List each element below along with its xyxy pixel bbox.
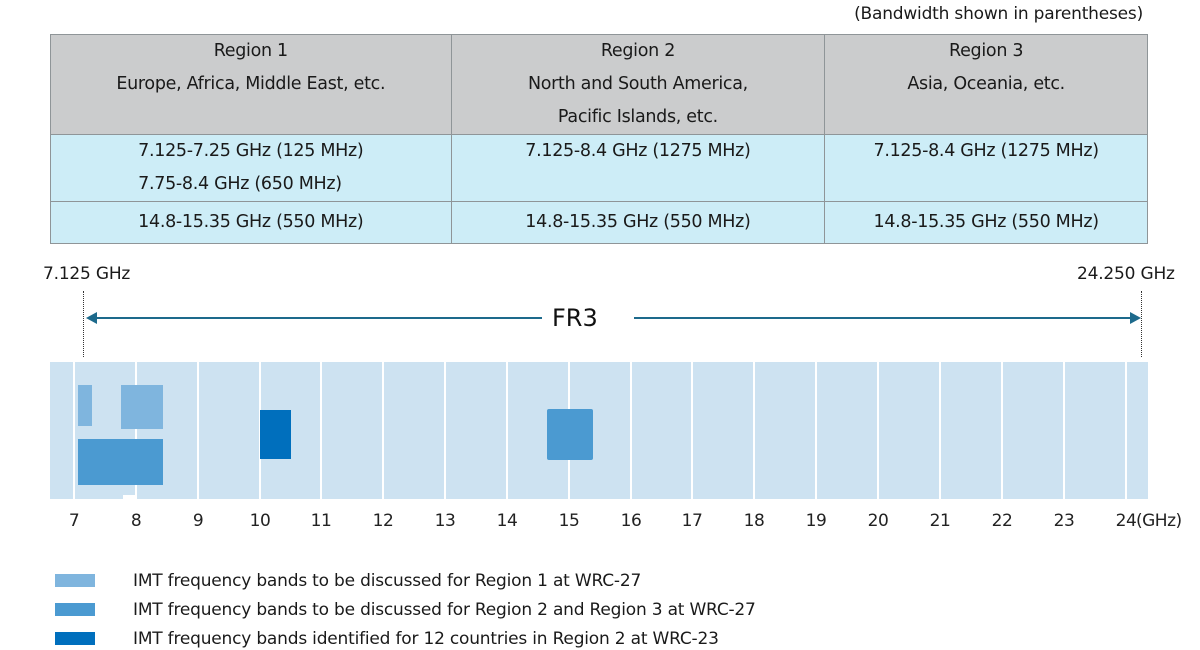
- gridline-8: [135, 362, 137, 499]
- header-region-1: Region 1 Europe, Africa, Middle East, et…: [50, 34, 452, 135]
- region-title: Region 1: [213, 41, 289, 61]
- table-cell: 7.125-8.4 GHz (1275 MHz): [450, 134, 826, 202]
- band-value: 7.75-8.4 GHz (650 MHz): [138, 174, 342, 194]
- legend: IMT frequency bands to be discussed for …: [55, 566, 756, 650]
- table-row: 7.125-7.25 GHz (125 MHz) 7.75-8.4 GHz (6…: [50, 134, 1148, 202]
- arrow-left-icon: [86, 312, 97, 324]
- gridline-20: [877, 362, 879, 499]
- range-end-label: 24.250 GHz: [1077, 264, 1175, 284]
- region-title: Region 2: [600, 41, 676, 61]
- axis-tick-label: 14: [496, 511, 518, 531]
- axis-tick-label: 9: [192, 511, 204, 531]
- region-desc: Europe, Africa, Middle East, etc.: [116, 74, 386, 94]
- axis-tick-label: 23: [1053, 511, 1075, 531]
- region-desc: North and South America,: [527, 74, 748, 94]
- band-value: 7.125-8.4 GHz (1275 MHz): [525, 141, 751, 161]
- table-cell: 14.8-15.35 GHz (550 MHz): [824, 201, 1148, 244]
- region-band-table: Region 1 Europe, Africa, Middle East, et…: [50, 34, 1148, 244]
- range-end-marker: [1141, 291, 1142, 357]
- arrow-right-icon: [1130, 312, 1141, 324]
- legend-swatch-icon: [55, 632, 95, 645]
- table-row: 14.8-15.35 GHz (550 MHz) 14.8-15.35 GHz …: [50, 201, 1148, 244]
- header-region-3: Region 3 Asia, Oceania, etc.: [824, 34, 1148, 135]
- band-region23-7125-8400: [78, 439, 163, 485]
- legend-label: IMT frequency bands identified for 12 co…: [133, 628, 719, 649]
- legend-label: IMT frequency bands to be discussed for …: [133, 570, 642, 591]
- range-start-marker: [83, 291, 84, 357]
- legend-item-region1: IMT frequency bands to be discussed for …: [55, 566, 756, 595]
- gridline-13: [444, 362, 446, 499]
- gridline-23: [1063, 362, 1065, 499]
- gridline-7: [73, 362, 75, 499]
- axis-unit-label: (GHz): [1136, 511, 1182, 531]
- gridline-19: [815, 362, 817, 499]
- axis-tick-label: 18: [743, 511, 765, 531]
- fr3-label: FR3: [552, 304, 598, 332]
- header-region-2: Region 2 North and South America, Pacifi…: [450, 34, 826, 135]
- legend-swatch-icon: [55, 603, 95, 616]
- table-cell: 14.8-15.35 GHz (550 MHz): [50, 201, 452, 244]
- table-header-row: Region 1 Europe, Africa, Middle East, et…: [50, 34, 1148, 135]
- tick-notch: [123, 495, 137, 499]
- axis-tick-label: 17: [681, 511, 703, 531]
- gridline-22: [1001, 362, 1003, 499]
- band-value: 7.125-8.4 GHz (1275 MHz): [873, 141, 1099, 161]
- gridline-24: [1125, 362, 1127, 499]
- band-value: 14.8-15.35 GHz (550 MHz): [525, 212, 751, 232]
- axis-tick-label: 7: [68, 511, 80, 531]
- axis-tick-label: 22: [991, 511, 1013, 531]
- gridline-18: [753, 362, 755, 499]
- gridline-14: [506, 362, 508, 499]
- table-cell: 7.125-7.25 GHz (125 MHz) 7.75-8.4 GHz (6…: [50, 134, 452, 202]
- band-wrc23-10000-10500: [260, 410, 291, 459]
- band-value: 14.8-15.35 GHz (550 MHz): [873, 212, 1099, 232]
- axis-tick-label: 16: [620, 511, 642, 531]
- axis-tick-label: 12: [372, 511, 394, 531]
- band-region1-7125-7250: [78, 385, 92, 426]
- axis-tick-label: 19: [805, 511, 827, 531]
- gridline-17: [691, 362, 693, 499]
- fr3-arrow-line-right: [634, 317, 1131, 319]
- gridline-12: [382, 362, 384, 499]
- axis-tick-label: 24: [1115, 511, 1137, 531]
- band-value: 14.8-15.35 GHz (550 MHz): [138, 212, 364, 232]
- fr3-arrow-line-left: [95, 317, 542, 319]
- region-desc: Pacific Islands, etc.: [557, 107, 718, 127]
- legend-label: IMT frequency bands to be discussed for …: [133, 599, 756, 620]
- legend-item-wrc23: IMT frequency bands identified for 12 co…: [55, 624, 756, 650]
- axis-tick-label: 15: [558, 511, 580, 531]
- region-desc: Asia, Oceania, etc.: [907, 74, 1065, 94]
- band-value: 7.125-7.25 GHz (125 MHz): [138, 141, 364, 161]
- gridline-9: [197, 362, 199, 499]
- legend-item-region23: IMT frequency bands to be discussed for …: [55, 595, 756, 624]
- gridline-16: [630, 362, 632, 499]
- axis-tick-label: 21: [929, 511, 951, 531]
- region-title: Region 3: [949, 41, 1024, 61]
- table-cell: 7.125-8.4 GHz (1275 MHz): [824, 134, 1148, 202]
- gridline-21: [939, 362, 941, 499]
- axis-tick-label: 8: [130, 511, 142, 531]
- gridline-11: [320, 362, 322, 499]
- band-region1-7750-8400: [121, 385, 163, 429]
- band-region23-14800-15350: [547, 409, 593, 460]
- axis-tick-label: 11: [310, 511, 332, 531]
- range-start-label: 7.125 GHz: [43, 264, 131, 284]
- axis-tick-label: 10: [249, 511, 271, 531]
- table-cell: 14.8-15.35 GHz (550 MHz): [450, 201, 826, 244]
- axis-tick-label: 13: [434, 511, 456, 531]
- legend-swatch-icon: [55, 574, 95, 587]
- frequency-chart: [50, 362, 1148, 499]
- bandwidth-note: (Bandwidth shown in parentheses): [854, 4, 1143, 24]
- axis-tick-label: 20: [867, 511, 889, 531]
